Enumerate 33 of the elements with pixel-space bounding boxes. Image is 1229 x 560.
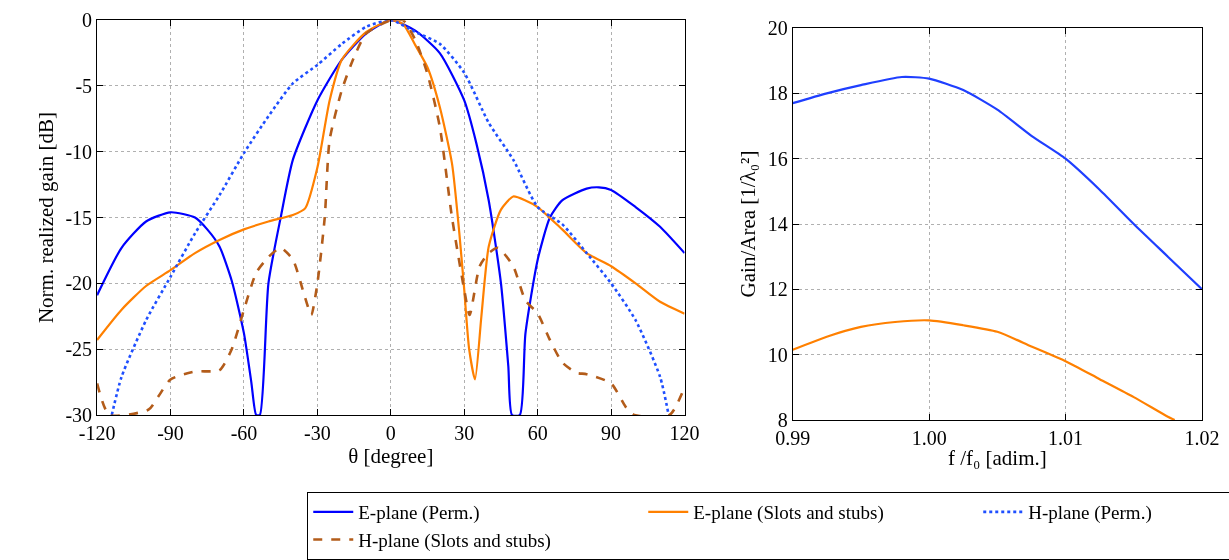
y-tick-label: -20 bbox=[65, 272, 93, 295]
legend-label: E-plane (Slots and stubs) bbox=[693, 502, 884, 525]
legend-label: H-plane (Slots and stubs) bbox=[358, 529, 551, 552]
y-tick-label: -10 bbox=[65, 140, 93, 163]
legend-label: H-plane (Perm.) bbox=[1028, 502, 1152, 525]
x-tick-label: -90 bbox=[157, 421, 184, 444]
x-tick-label: 1.02 bbox=[1184, 427, 1220, 449]
y-tick-label: 10 bbox=[767, 343, 788, 366]
y-tick-label: 20 bbox=[767, 17, 788, 39]
y-axis-title: Gain/Area [1/λ₀²] bbox=[735, 150, 760, 298]
legend-label: E-plane (Perm.) bbox=[358, 502, 480, 525]
y-tick-label: 0 bbox=[82, 9, 93, 32]
x-axis-title: θ [degree] bbox=[348, 443, 434, 468]
x-tick-label: 60 bbox=[527, 421, 548, 444]
y-tick-label: -15 bbox=[65, 206, 93, 229]
x-tick-label: 1.00 bbox=[911, 427, 947, 449]
line-series bbox=[792, 75, 1202, 291]
y-tick-label: 12 bbox=[767, 278, 788, 301]
x-tick-label: 1.01 bbox=[1048, 427, 1084, 449]
x-tick-label: 90 bbox=[601, 421, 622, 444]
y-tick-label: -25 bbox=[65, 338, 93, 361]
x-tick-label: 0 bbox=[385, 421, 396, 444]
x-tick-label: 30 bbox=[454, 421, 475, 444]
x-tick-label: -30 bbox=[304, 421, 331, 444]
x-axis-title: f /f₀ [adim.] bbox=[947, 446, 1047, 471]
x-tick-label: 120 bbox=[669, 421, 700, 444]
line-series bbox=[792, 319, 1176, 420]
y-tick-label: 16 bbox=[767, 147, 788, 170]
y-tick-label: 14 bbox=[767, 213, 788, 235]
y-tick-label: 18 bbox=[767, 82, 788, 105]
y-axis-title: Norm. realized gain [dB] bbox=[33, 112, 58, 324]
x-tick-label: -60 bbox=[230, 421, 258, 444]
y-tick-label: -5 bbox=[75, 74, 93, 97]
